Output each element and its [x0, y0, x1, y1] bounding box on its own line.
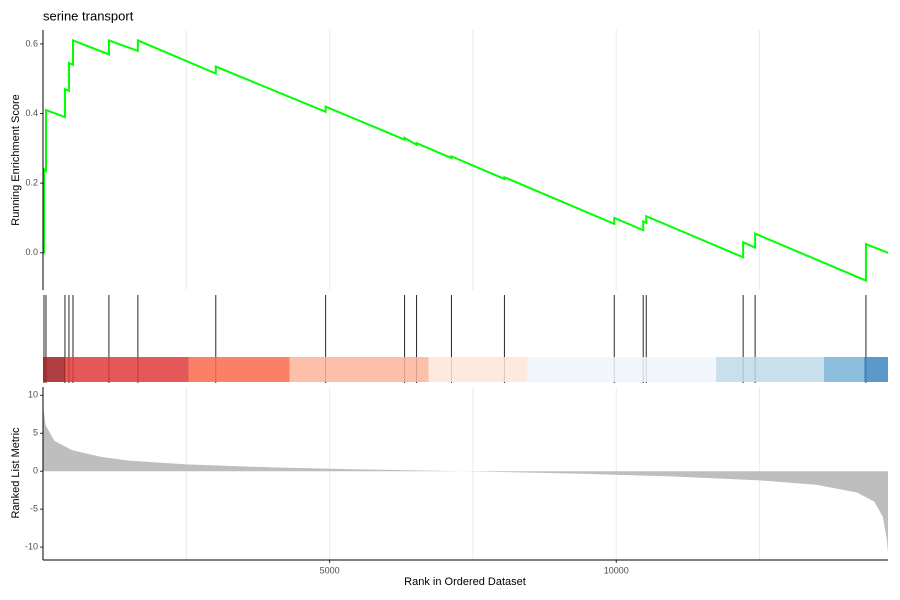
- ranked-metric-area: [43, 406, 888, 554]
- chart-title: serine transport: [43, 8, 134, 23]
- y-tick-label: 0: [33, 466, 38, 476]
- y-tick-label: 10: [28, 390, 38, 400]
- x-axis-title: Rank in Ordered Dataset: [404, 576, 526, 588]
- x-tick-label: 5000: [320, 565, 340, 575]
- rank-color-band: [824, 357, 864, 382]
- y-axis-title: Ranked List Metric: [10, 427, 22, 519]
- y-tick-label: 0.6: [25, 38, 38, 48]
- y-tick-label: 5: [33, 428, 38, 438]
- rank-color-band: [43, 357, 65, 382]
- y-axis-title: Running Enrichment Score: [10, 94, 22, 225]
- y-tick-label: 0.2: [25, 178, 38, 188]
- rank-color-band: [64, 357, 189, 382]
- rank-color-band: [527, 357, 717, 382]
- y-tick-label: -5: [30, 504, 38, 514]
- y-tick-label: 0.0: [25, 247, 38, 257]
- rank-color-band: [863, 357, 888, 382]
- y-tick-label: -10: [25, 541, 38, 551]
- rank-color-band: [428, 357, 528, 382]
- enrichment-line: [42, 38, 889, 283]
- x-tick-label: 10000: [604, 565, 629, 575]
- rank-color-band: [188, 357, 290, 382]
- y-tick-label: 0.4: [25, 108, 38, 118]
- rank-color-band: [716, 357, 825, 382]
- rank-color-band: [289, 357, 429, 382]
